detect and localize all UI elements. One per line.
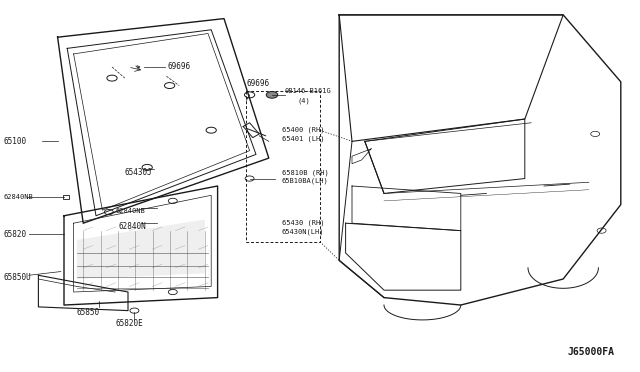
Text: 65850: 65850 [77,308,100,317]
Text: 65430 (RH): 65430 (RH) [282,220,324,227]
Text: 65820E: 65820E [115,319,143,328]
Text: 65401 (LH): 65401 (LH) [282,135,324,142]
Text: J65000FA: J65000FA [568,347,614,357]
Bar [63,195,69,199]
Text: 65B10BA(LH): 65B10BA(LH) [282,178,328,185]
Text: 69696: 69696 [246,79,269,88]
Text: 65810B (RH): 65810B (RH) [282,170,328,176]
Text: 62840NB: 62840NB [115,208,145,214]
Text: 62840NB: 62840NB [3,194,33,200]
Text: 65100: 65100 [3,137,26,146]
Text: (4): (4) [298,97,310,104]
Text: 65430N(LH): 65430N(LH) [282,228,324,235]
Text: 65430J: 65430J [125,169,152,177]
Text: 0B146-B161G: 0B146-B161G [285,88,332,94]
Text: 65850U: 65850U [3,273,31,282]
Text: 65820: 65820 [3,230,26,239]
Text: 62840N: 62840N [118,222,146,231]
Circle shape [266,92,278,98]
Polygon shape [77,219,205,279]
Text: 69696: 69696 [168,62,191,71]
Text: 65400 (RH): 65400 (RH) [282,127,324,134]
